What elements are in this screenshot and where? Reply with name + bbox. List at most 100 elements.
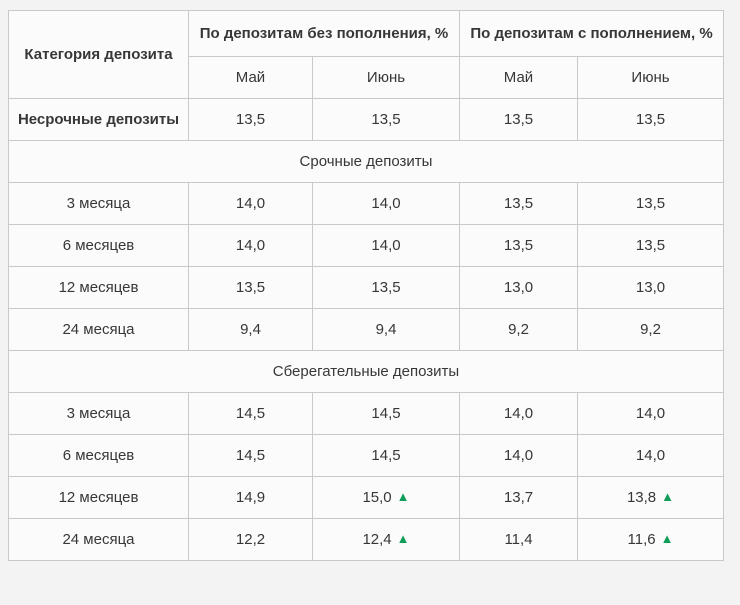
row-label: Несрочные депозиты <box>8 98 189 141</box>
column-header-category: Категория депозита <box>8 10 189 99</box>
rate-cell: 12,4 ▲ <box>312 518 460 561</box>
rate-cell: 14,0 <box>459 434 578 477</box>
data-row: 12 месяцев 14,9 15,0 ▲ 13,7 13,8 ▲ <box>8 476 724 519</box>
section-row: Сберегательные депозиты <box>8 350 724 393</box>
deposit-rates-table: Категория депозита По депозитам без попо… <box>8 10 724 561</box>
data-row: Несрочные депозиты 13,5 13,5 13,5 13,5 <box>8 98 724 141</box>
rate-cell: 13,0 <box>459 266 578 309</box>
rate-value: 14,0 <box>503 447 534 464</box>
rate-value: 14,0 <box>235 195 266 212</box>
data-row: 6 месяцев 14,0 14,0 13,5 13,5 <box>8 224 724 267</box>
row-label: 6 месяцев <box>8 434 189 477</box>
rate-cell: 11,6 ▲ <box>577 518 724 561</box>
rate-value: 13,0 <box>503 279 534 296</box>
rate-value: 13,5 <box>635 237 666 254</box>
rate-cell: 13,5 <box>459 182 578 225</box>
rate-cell: 13,7 <box>459 476 578 519</box>
rate-cell: 11,4 <box>459 518 578 561</box>
rate-cell: 13,5 <box>577 98 724 141</box>
month-header-may-2: Май <box>459 56 578 99</box>
rate-cell: 9,4 <box>312 308 460 351</box>
rate-cell: 9,2 <box>459 308 578 351</box>
rate-cell: 14,5 <box>188 392 313 435</box>
rate-cell: 14,9 <box>188 476 313 519</box>
rate-cell: 14,0 <box>188 182 313 225</box>
section-title: Сберегательные депозиты <box>8 350 724 393</box>
rate-cell: 15,0 ▲ <box>312 476 460 519</box>
increase-arrow-icon: ▲ <box>396 489 410 504</box>
rate-value: 14,9 <box>235 489 266 506</box>
rate-value: 13,5 <box>503 195 534 212</box>
table-body: Несрочные депозиты 13,5 13,5 13,5 13,5 Срочны… <box>8 98 724 561</box>
rate-cell: 14,5 <box>188 434 313 477</box>
row-label: 6 месяцев <box>8 224 189 267</box>
rate-value: 14,0 <box>371 237 401 254</box>
rate-value: 14,0 <box>635 405 666 422</box>
rate-cell: 13,5 <box>459 224 578 267</box>
row-label: 12 месяцев <box>8 476 189 519</box>
rate-cell: 14,0 <box>577 392 724 435</box>
rate-value: 13,5 <box>235 111 266 128</box>
rate-value: 14,5 <box>371 447 401 464</box>
rate-value: 13,8 <box>626 489 657 506</box>
data-row: 3 месяца 14,5 14,5 14,0 14,0 <box>8 392 724 435</box>
row-label: 3 месяца <box>8 392 189 435</box>
row-label: 24 месяца <box>8 308 189 351</box>
rate-value: 14,0 <box>635 447 666 464</box>
row-label: 24 месяца <box>8 518 189 561</box>
rate-value: 9,2 <box>640 321 661 338</box>
rate-value: 14,0 <box>235 237 266 254</box>
rate-value: 13,5 <box>503 111 534 128</box>
rate-value: 14,0 <box>371 195 401 212</box>
rate-cell: 13,5 <box>188 266 313 309</box>
rate-value: 9,4 <box>240 321 261 338</box>
rate-cell: 14,5 <box>312 434 460 477</box>
rate-value: 13,5 <box>635 195 666 212</box>
rate-value: 13,0 <box>635 279 666 296</box>
section-title: Срочные депозиты <box>8 140 724 183</box>
group-header-with-topup: По депозитам с пополнением, % <box>459 10 724 57</box>
rate-cell: 13,5 <box>312 98 460 141</box>
month-header-june-2: Июнь <box>577 56 724 99</box>
increase-arrow-icon: ▲ <box>660 531 674 546</box>
rate-cell: 13,5 <box>312 266 460 309</box>
rate-cell: 14,0 <box>188 224 313 267</box>
rate-cell: 13,5 <box>577 182 724 225</box>
row-label: 12 месяцев <box>8 266 189 309</box>
rate-value: 14,0 <box>503 405 534 422</box>
rate-value: 15,0 <box>362 489 392 506</box>
rate-value: 11,4 <box>504 531 533 548</box>
rate-value: 12,2 <box>235 531 266 548</box>
data-row: 24 месяца 12,2 12,4 ▲ 11,4 11,6 ▲ <box>8 518 724 561</box>
rate-cell: 14,0 <box>459 392 578 435</box>
rate-cell: 12,2 <box>188 518 313 561</box>
month-header-may-1: Май <box>188 56 313 99</box>
increase-arrow-icon: ▲ <box>396 531 410 546</box>
data-row: 12 месяцев 13,5 13,5 13,0 13,0 <box>8 266 724 309</box>
group-header-row: Категория депозита По депозитам без попо… <box>8 10 724 99</box>
rate-value: 13,5 <box>371 111 401 128</box>
section-row: Срочные депозиты <box>8 140 724 183</box>
rate-value: 13,5 <box>235 279 266 296</box>
row-label: 3 месяца <box>8 182 189 225</box>
rate-cell: 9,4 <box>188 308 313 351</box>
increase-arrow-icon: ▲ <box>661 489 675 504</box>
month-header-june-1: Июнь <box>312 56 460 99</box>
rate-cell: 14,5 <box>312 392 460 435</box>
group-header-without-topup: По депозитам без пополнения, % <box>188 10 460 57</box>
data-row: 6 месяцев 14,5 14,5 14,0 14,0 <box>8 434 724 477</box>
rate-cell: 13,8 ▲ <box>577 476 724 519</box>
rate-cell: 14,0 <box>312 224 460 267</box>
data-row: 24 месяца 9,4 9,4 9,2 9,2 <box>8 308 724 351</box>
rate-value: 14,5 <box>235 405 266 422</box>
rate-value: 14,5 <box>235 447 266 464</box>
rate-cell: 9,2 <box>577 308 724 351</box>
rate-value: 9,2 <box>508 321 529 338</box>
rate-value: 13,5 <box>635 111 666 128</box>
data-row: 3 месяца 14,0 14,0 13,5 13,5 <box>8 182 724 225</box>
month-header-row: Май Июнь Май Июнь <box>9 56 724 99</box>
rate-value: 14,5 <box>371 405 401 422</box>
rate-cell: 13,5 <box>577 224 724 267</box>
table-header: Категория депозита По депозитам без попо… <box>8 10 724 99</box>
